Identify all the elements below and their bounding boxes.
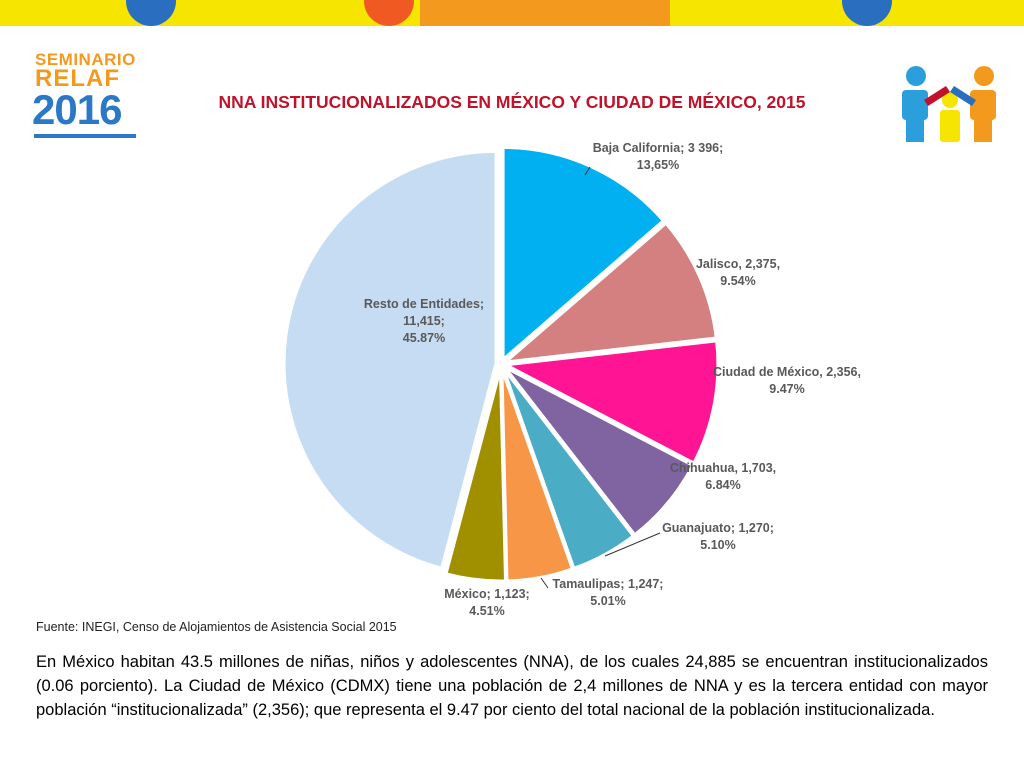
- pie-leader-lines: [540, 166, 661, 589]
- logo-underline: [34, 134, 136, 138]
- top-bar-orange-band: [420, 0, 670, 26]
- logo-line-1: SEMINARIO: [35, 50, 136, 69]
- data-label: México; 1,123; 4.51%: [444, 587, 529, 618]
- description-paragraph: En México habitan 43.5 millones de niñas…: [36, 653, 988, 719]
- leader-line: [540, 577, 549, 589]
- data-label: Baja California; 3 396; 13,65%: [593, 141, 724, 172]
- data-label: Guanajuato; 1,270; 5.10%: [662, 521, 774, 552]
- pie-slice-jalisco: [500, 221, 718, 365]
- top-color-bar: [0, 0, 1024, 26]
- top-bar-blue-dot: [842, 0, 892, 26]
- pie-slice-ciudad-de-m-xico: [500, 339, 720, 466]
- leader-line: [604, 532, 661, 557]
- leader-line: [584, 166, 591, 176]
- pie-slice-baja-california: [501, 145, 666, 363]
- data-label: Resto de Entidades; 11,415; 45.87%: [364, 297, 484, 345]
- data-label: Tamaulipas; 1,247; 5.01%: [553, 577, 664, 608]
- pie-chart: Baja California; 3 396; 13,65% Jalisco, 2,…: [282, 141, 861, 618]
- logo-line-2: RELAF: [35, 65, 120, 92]
- pie-labels: Baja California; 3 396; 13,65% Jalisco, 2,…: [364, 141, 861, 618]
- source-note: Fuente: INEGI, Censo de Alojamientos de …: [36, 620, 397, 634]
- pie-slice-m-xico: [444, 368, 508, 583]
- pie-slice-chihuahua: [503, 365, 695, 537]
- top-bar-blue-dot: [126, 0, 176, 26]
- top-bar-orange-dot: [364, 0, 414, 26]
- logo-year: 2016: [32, 86, 122, 133]
- pie-slice-guanajuato: [501, 367, 636, 571]
- data-label: Chihuahua, 1,703, 6.84%: [670, 461, 776, 492]
- pie-slice-tamaulipas: [500, 368, 575, 583]
- pie-slices: [282, 145, 720, 583]
- chart-title: NNA INSTITUCIONALIZADOS EN MÉXICO Y CIUD…: [218, 92, 806, 112]
- seminario-relaf-logo: SEMINARIO RELAF 2016: [32, 50, 142, 142]
- pie-slice-resto-de-entidades: [282, 149, 498, 571]
- family-icon: [902, 66, 996, 142]
- data-label: Ciudad de México, 2,356, 9.47%: [713, 365, 861, 396]
- data-label: Jalisco, 2,375, 9.54%: [696, 257, 780, 288]
